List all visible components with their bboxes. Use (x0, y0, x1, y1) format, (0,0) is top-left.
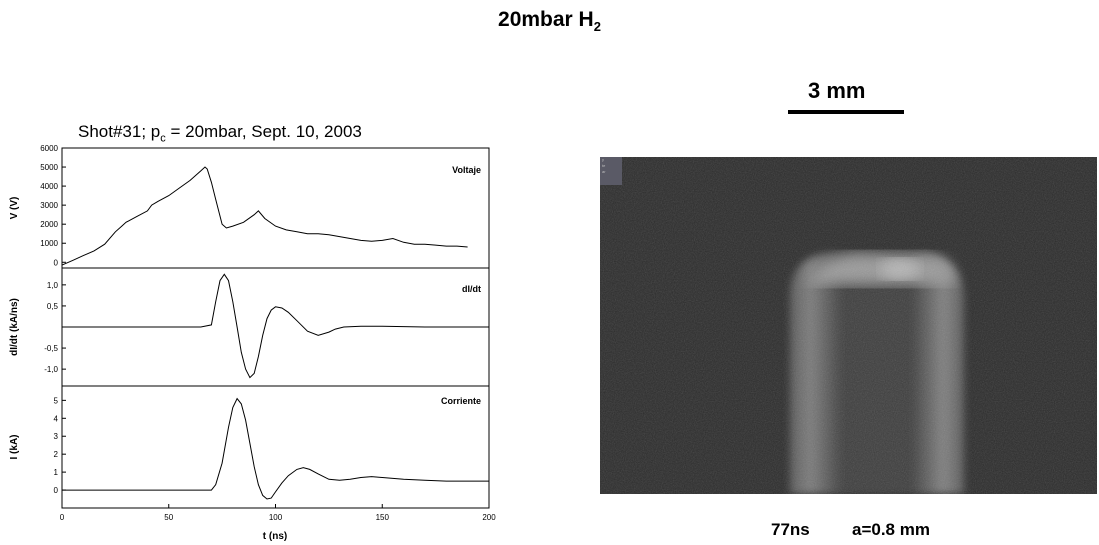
current-ytick-label-3: 3 (54, 432, 59, 441)
caption-parameter: a=0.8 mm (852, 520, 930, 539)
didt-ytick-label-3: 1,0 (47, 281, 59, 290)
voltage-ytick-label-4: 4000 (40, 182, 58, 191)
scale-label: 3 mm (808, 78, 866, 103)
page-title: 20mbar H2 (0, 8, 1099, 34)
didt-ytick-label-0: -1,0 (44, 365, 58, 374)
chart-title-subscript: c (160, 132, 166, 145)
current-ytick-label-0: 0 (54, 486, 59, 495)
didt-series-line (62, 273, 489, 379)
didt-ylabel: dI/dt (kA/ns) (9, 298, 20, 356)
current-yticks: 0 1 2 3 4 5 (54, 396, 66, 495)
chart-title-suffix: = 20mbar, Sept. 10, 2003 (165, 122, 362, 141)
stacked-plots: Voltaje V (V) 0100020003000400050006000 … (9, 144, 496, 542)
photo-overlay-menu: y te ar (600, 157, 622, 185)
current-ytick-label-5: 5 (54, 396, 59, 405)
current-xticks: 0 50 100 150 200 (60, 504, 496, 522)
didt-panel: dI/dt dI/dt (kA/ns) -1,0 -0,5 0,5 1,0 (9, 267, 490, 387)
page-title-subscript: 2 (593, 19, 601, 35)
voltage-ytick-label-6: 6000 (40, 144, 58, 153)
didt-ytick-label-2: 0,5 (47, 302, 59, 311)
page-title-text: 20mbar H (498, 8, 594, 31)
didt-ytick-label-1: -0,5 (44, 344, 58, 353)
voltage-panel-frame (61, 147, 490, 269)
voltage-ytick-label-0: 0 (54, 258, 59, 267)
voltage-ytick-label-1: 1000 (40, 239, 58, 248)
scale-bar (788, 110, 904, 114)
photo-overlay-item-2: ar (602, 169, 606, 174)
current-ylabel: I (kA) (9, 435, 20, 460)
didt-legend: dI/dt (462, 284, 481, 294)
current-xtick-label-4: 200 (482, 513, 496, 522)
photo-noise (600, 157, 1097, 494)
plasma-photo (600, 157, 1097, 494)
voltage-series-line (61, 166, 468, 266)
didt-yticks: -1,0 -0,5 0,5 1,0 (44, 281, 66, 374)
current-ytick-label-2: 2 (54, 450, 59, 459)
photo-overlay-item-0: y (602, 157, 604, 162)
voltage-ytick-label-5: 5000 (40, 163, 58, 172)
voltage-legend: Voltaje (452, 165, 481, 175)
voltage-panel: Voltaje V (V) 0 1000 2000 3000 4000 5000 6000 (9, 144, 490, 269)
current-series-line (62, 397, 489, 500)
voltage-ytick-label-2: 2000 (40, 220, 58, 229)
voltage-ytick-label-3: 3000 (40, 201, 58, 210)
current-xtick-label-1: 50 (164, 513, 173, 522)
caption-time: 77ns (771, 520, 810, 539)
chart-title-prefix: Shot#31; p (78, 122, 161, 141)
current-xtick-label-3: 150 (376, 513, 390, 522)
photo-overlay-item-1: te (602, 163, 606, 168)
current-xlabel: t (ns) (263, 531, 287, 542)
voltage-ylabel: V (V) (9, 197, 20, 220)
current-xtick-label-2: 100 (269, 513, 283, 522)
current-panel: Corriente I (kA) t (ns) 0 1 2 3 4 5 0 50 100 150… (9, 385, 496, 542)
voltage-yticks: 0 1000 2000 3000 4000 5000 6000 (40, 144, 66, 267)
current-legend: Corriente (441, 396, 481, 406)
current-xtick-label-0: 0 (60, 513, 65, 522)
current-ytick-label-4: 4 (54, 414, 59, 423)
current-ytick-label-1: 1 (54, 468, 59, 477)
chart-title: Shot#31; pc = 20mbar, Sept. 10, 2003 (78, 122, 362, 144)
